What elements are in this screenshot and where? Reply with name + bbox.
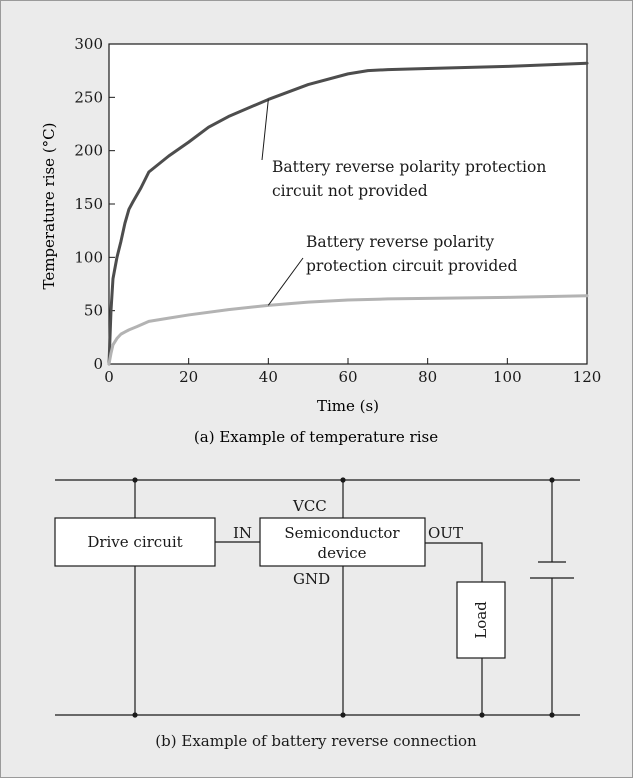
- series-labels: Battery reverse polarity protection circu…: [261, 99, 546, 306]
- drive-circuit-box: [54, 517, 216, 567]
- junction-dots: [132, 477, 555, 718]
- y-tick-label: 0: [93, 355, 103, 373]
- junction-dot: [479, 712, 485, 718]
- x-tick-label: 60: [338, 368, 357, 386]
- y-tick-label: 50: [84, 302, 103, 320]
- series-line-2: [107, 294, 589, 366]
- circuit-diagram: [54, 479, 580, 716]
- out-wire: [425, 542, 483, 582]
- gnd-label: GND: [293, 570, 330, 588]
- series-lines: [107, 61, 589, 366]
- y-tick-label: 200: [74, 142, 103, 160]
- junction-dot: [340, 712, 346, 718]
- series-label-2: protection circuit provided: [306, 257, 517, 275]
- series-line-1: [107, 61, 589, 366]
- y-tick-label: 250: [74, 88, 103, 106]
- series-label-1: Battery reverse polarity protection: [272, 158, 546, 176]
- out-label: OUT: [428, 524, 463, 542]
- junction-dot: [132, 477, 138, 483]
- device-label-line2: device: [317, 544, 366, 562]
- series-label-1: circuit not provided: [272, 182, 428, 200]
- x-tick-label: 0: [104, 368, 114, 386]
- load-box: [456, 581, 506, 659]
- junction-dot: [549, 477, 555, 483]
- y-tick-label: 300: [74, 35, 103, 53]
- in-label: IN: [233, 524, 252, 542]
- chart-caption: (a) Example of temperature rise: [194, 428, 438, 446]
- series-leader-line: [267, 257, 304, 306]
- x-tick-label: 20: [179, 368, 198, 386]
- x-tick-label: 100: [493, 368, 522, 386]
- plot-area: [108, 43, 588, 365]
- device-label-line1: Semiconductor: [284, 524, 400, 542]
- series-label-2: Battery reverse polarity: [306, 233, 494, 251]
- junction-dot: [549, 712, 555, 718]
- y-tick-label: 100: [74, 248, 103, 266]
- y-tick-label: 150: [74, 195, 103, 213]
- x-tick-label: 80: [418, 368, 437, 386]
- axis-ticks: 0 20 40 60 80 100 120 0 50 100 150 200 250 300: [74, 35, 601, 386]
- junction-dot: [340, 477, 346, 483]
- semiconductor-device-box: [259, 517, 426, 567]
- diagram-caption: (b) Example of battery reverse connectio…: [155, 732, 477, 750]
- series-leader-line: [261, 99, 269, 161]
- vcc-label: VCC: [292, 497, 327, 515]
- temperature-chart: 0 20 40 60 80 100 120 0 50 100 150 200 250 300 Batter…: [40, 35, 601, 446]
- x-axis-label: Time (s): [317, 397, 379, 415]
- y-axis-label: Temperature rise (°C): [40, 122, 58, 289]
- load-label: Load: [472, 601, 490, 639]
- junction-dot: [132, 712, 138, 718]
- drive-circuit-label: Drive circuit: [87, 533, 182, 551]
- x-tick-label: 120: [573, 368, 602, 386]
- x-tick-label: 40: [259, 368, 278, 386]
